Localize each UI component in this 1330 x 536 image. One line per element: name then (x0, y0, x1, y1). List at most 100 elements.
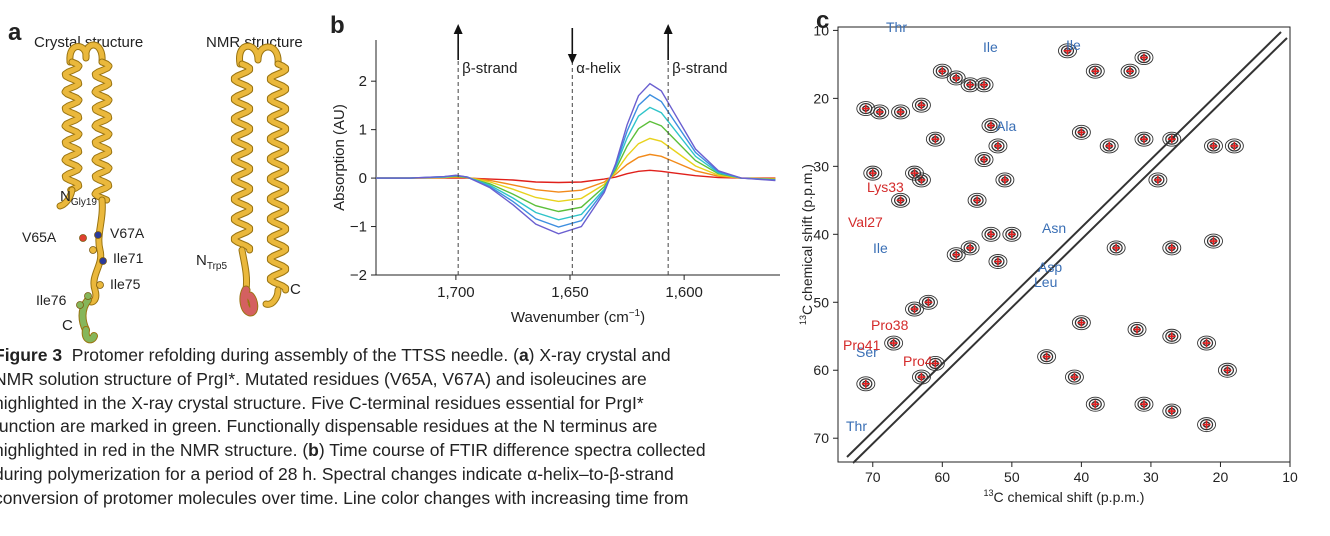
peak (946, 247, 966, 263)
contour (1199, 419, 1214, 431)
peak (1162, 240, 1182, 256)
peak (1085, 63, 1105, 79)
contour (967, 192, 987, 208)
peak-cross (993, 257, 1002, 266)
peak-cross (1133, 325, 1142, 334)
peak (1224, 138, 1244, 154)
plot-frame (837, 26, 1291, 463)
caption: Figure 3 Protomer refolding during assem… (0, 344, 824, 511)
contour (963, 242, 977, 254)
y-tick-label: 40 (813, 226, 829, 242)
contour (928, 357, 942, 370)
peak-cross (980, 155, 989, 164)
contour (1067, 371, 1082, 383)
peak-cross (980, 80, 989, 89)
peak (1134, 50, 1154, 66)
residue-label: V65A (22, 229, 57, 245)
ribbon (62, 59, 82, 193)
peak (1134, 131, 1154, 147)
contour (1162, 240, 1182, 256)
peak (925, 131, 945, 147)
peak (1037, 349, 1057, 365)
y-axis-label: 13C chemical shift (p.p.m.) (798, 164, 815, 325)
residue-atom (99, 257, 107, 265)
peak-label: Ile (873, 240, 888, 256)
peak (1071, 124, 1091, 140)
x-tick-label: 50 (1004, 469, 1020, 485)
y-tick-label: 50 (813, 294, 829, 310)
contour (884, 335, 904, 351)
spectrum-line (376, 153, 776, 193)
y-tick-label: 60 (813, 362, 829, 378)
peak-cross (1202, 339, 1211, 348)
caption-text: highlighted in red in the NMR structure.… (0, 440, 309, 461)
spectrum-line (376, 106, 776, 221)
peak (1085, 396, 1105, 412)
residue-label: V67A (110, 225, 145, 241)
contour (974, 152, 994, 167)
peak-cross (896, 107, 905, 116)
contour (1005, 228, 1019, 240)
ribbon (231, 61, 253, 253)
peak (1106, 240, 1126, 256)
annotation-label: β-strand (672, 60, 727, 77)
contour (1206, 140, 1221, 152)
peak-cross (1209, 141, 1218, 150)
x-axis-label-close: ) (640, 309, 645, 326)
peak (1148, 172, 1168, 188)
caption-text: ) X-ray crystal and (528, 345, 671, 365)
structure-title: NMR structure (206, 34, 303, 51)
peak (932, 63, 952, 79)
contour (1088, 65, 1102, 77)
x-tick-label: 20 (1213, 469, 1229, 485)
contour (918, 294, 938, 310)
contour (1204, 233, 1223, 249)
contour (1058, 43, 1077, 59)
peak-cross (917, 373, 926, 382)
contour (991, 255, 1005, 268)
peak (960, 77, 980, 93)
caption-bold: b (308, 440, 319, 461)
contour (1074, 126, 1088, 138)
peak-label: Pro4 (903, 353, 933, 369)
contour (1224, 138, 1244, 154)
peak-label: Lys33 (867, 179, 904, 195)
x-tick-label: 70 (865, 469, 881, 485)
peak-cross (1139, 135, 1148, 144)
residue-label: Ile75 (110, 276, 141, 292)
x-tick-label: 1,700 (437, 284, 475, 301)
peak-cross (1139, 53, 1148, 62)
peak-cross (868, 169, 877, 178)
caption-text: NMR solution structure of PrgI*. Mutated… (0, 368, 647, 389)
contour (1002, 226, 1022, 242)
caption-text: highlighted in the X-ray crystal structu… (0, 392, 644, 413)
contour (1106, 240, 1126, 256)
contour (905, 165, 924, 181)
peak-cross (1000, 175, 1009, 184)
residue-atom (96, 281, 104, 289)
peak-cross (1167, 135, 1176, 144)
contour (1071, 315, 1091, 331)
peak (884, 335, 904, 351)
y-tick-label: 30 (813, 158, 829, 174)
peak-cross (1077, 318, 1086, 327)
peak-cross (931, 135, 940, 144)
contour (991, 140, 1005, 152)
peak-label: Ile (983, 39, 998, 55)
peak (1058, 43, 1077, 59)
peak (1197, 417, 1217, 433)
peak-cross (1105, 141, 1114, 150)
ribbon (267, 61, 289, 293)
peak-cross (1042, 352, 1051, 361)
peak-cross (1167, 243, 1176, 252)
contour (905, 301, 924, 317)
arrow-head (567, 54, 577, 64)
peak-cross (917, 101, 926, 110)
y-tick-label: −1 (350, 219, 367, 236)
peak-cross (931, 359, 940, 368)
contour (1165, 133, 1179, 145)
panel-letter: c (816, 7, 829, 34)
peak (863, 165, 883, 181)
terminus-label: C (62, 317, 73, 334)
